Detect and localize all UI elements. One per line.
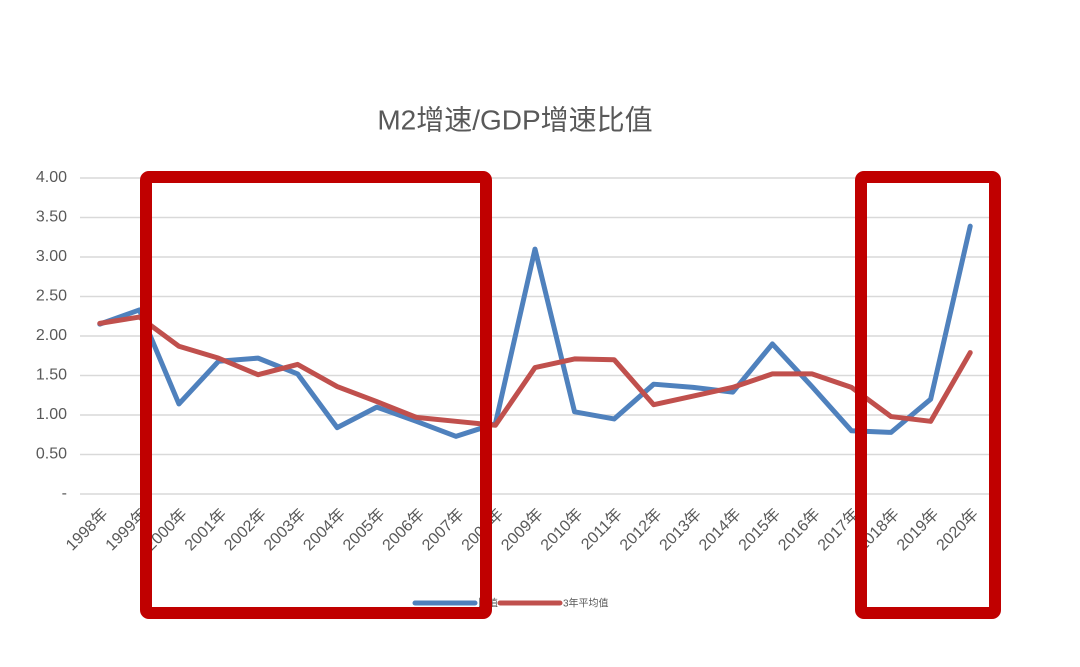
y-tick-label: 3.50 xyxy=(36,209,67,226)
x-tick-label: 2001年 xyxy=(181,505,230,554)
x-tick-label: 2015年 xyxy=(735,505,784,554)
data-line xyxy=(97,314,973,428)
x-tick-label: 1998年 xyxy=(62,505,111,554)
x-tick-label: 2010年 xyxy=(537,505,586,554)
y-tick-label: 1.00 xyxy=(36,406,67,423)
x-tick-label: 2005年 xyxy=(339,505,388,554)
x-tick-label: 2019年 xyxy=(893,505,942,554)
y-tick-label: 2.50 xyxy=(36,288,67,305)
y-tick-label: - xyxy=(62,485,67,502)
x-tick-label: 2002年 xyxy=(221,505,270,554)
y-tick-label: 2.00 xyxy=(36,327,67,344)
x-tick-label: 2014年 xyxy=(695,505,744,554)
y-tick-label: 4.00 xyxy=(36,169,67,186)
y-tick-label: 0.50 xyxy=(36,446,67,463)
x-tick-label: 2009年 xyxy=(498,505,547,554)
x-tick-label: 2020年 xyxy=(933,505,982,554)
y-tick-label: 3.00 xyxy=(36,248,67,265)
x-tick-label: 2004年 xyxy=(300,505,349,554)
x-tick-label: 2003年 xyxy=(260,505,309,554)
x-tick-label: 2007年 xyxy=(418,505,467,554)
x-tick-label: 2013年 xyxy=(656,505,705,554)
y-tick-label: 1.50 xyxy=(36,367,67,384)
plot-area: -0.501.001.502.002.503.003.504.001998年19… xyxy=(36,169,990,610)
x-tick-label: 2011年 xyxy=(578,505,626,553)
x-tick-label: 2006年 xyxy=(379,505,428,554)
data-line xyxy=(97,223,973,439)
legend-label: 3年平均值 xyxy=(563,597,609,610)
highlight-box xyxy=(140,171,492,619)
highlight-box xyxy=(855,171,1001,619)
chart-title: M2增速/GDP增速比值 xyxy=(377,104,652,135)
x-tick-label: 2012年 xyxy=(616,505,665,554)
x-tick-label: 2016年 xyxy=(775,505,824,554)
